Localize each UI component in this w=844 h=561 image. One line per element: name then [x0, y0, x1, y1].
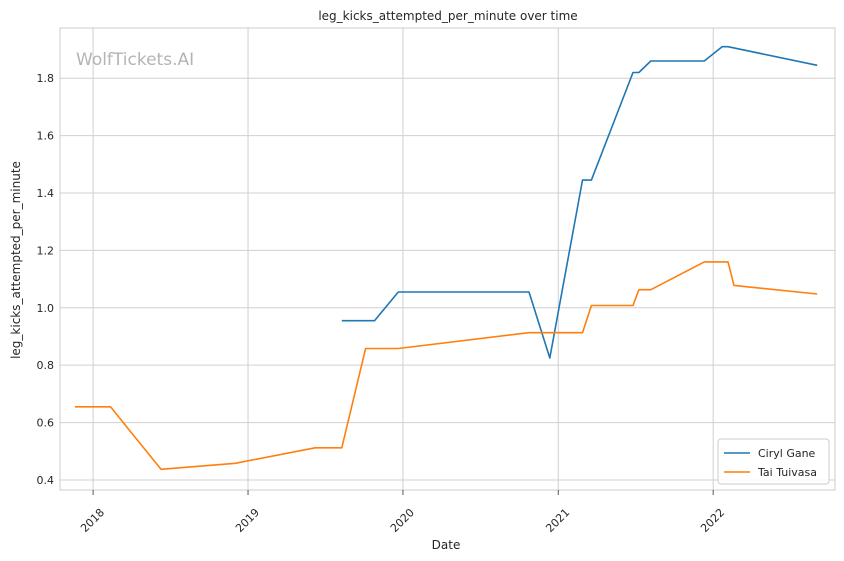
y-tick-label: 0.4	[37, 474, 55, 487]
y-tick-label: 0.6	[37, 417, 55, 430]
legend-label-ciryl-gane: Ciryl Gane	[758, 447, 816, 460]
y-tick-label: 1.8	[37, 72, 55, 85]
series-lines	[74, 45, 818, 471]
series-line-ciryl-gane	[341, 45, 818, 359]
y-tick-label: 1.4	[37, 187, 55, 200]
y-tick-label: 1.6	[37, 130, 55, 143]
y-tick-label: 0.8	[37, 359, 55, 372]
plot-frame	[59, 27, 836, 491]
chart-title: leg_kicks_attempted_per_minute over time	[318, 9, 577, 23]
legend: Ciryl Gane Tai Tuivasa	[717, 438, 830, 485]
y-tick-label: 1.0	[37, 302, 55, 315]
grid	[60, 28, 835, 490]
series-line-tai-tuivasa	[74, 261, 818, 471]
x-axis-label: Date	[432, 538, 461, 552]
legend-label-tai-tuivasa: Tai Tuivasa	[757, 466, 817, 479]
y-tick-label: 1.2	[37, 244, 55, 257]
y-axis-ticks: 0.4 0.6 0.8 1.0 1.2 1.4 1.6 1.8	[37, 72, 55, 487]
watermark: WolfTickets.AI	[76, 50, 194, 70]
y-axis-label: leg_kicks_attempted_per_minute	[9, 161, 23, 359]
